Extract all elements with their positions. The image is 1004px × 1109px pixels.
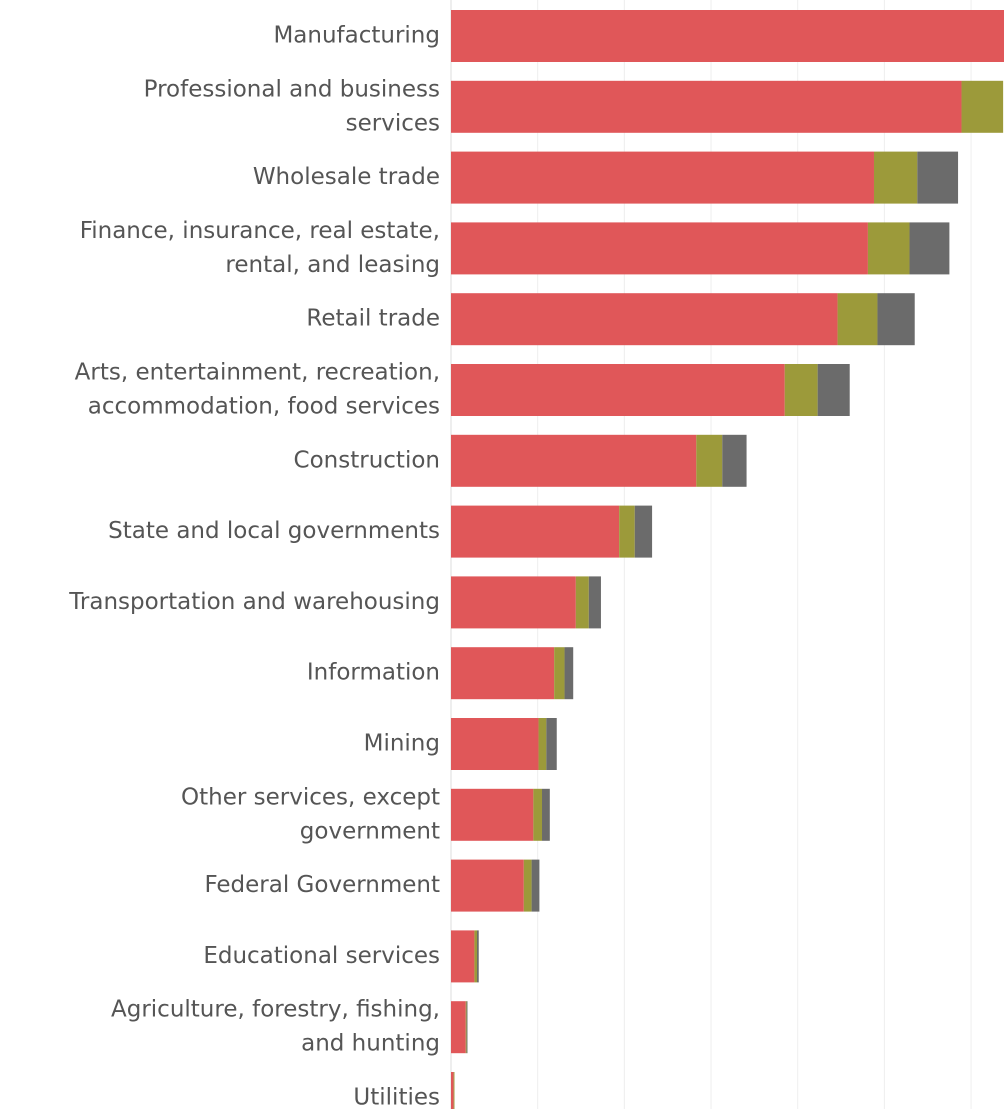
bar-segment <box>451 364 785 416</box>
bar-segment <box>451 10 1004 62</box>
bar-segment <box>451 647 555 700</box>
bar-segment <box>451 505 620 558</box>
y-tick-label: Arts, entertainment, recreation, <box>75 360 440 386</box>
bar-segment <box>451 434 697 487</box>
bar-segment <box>784 364 818 416</box>
y-tick-label: Finance, insurance, real estate, <box>80 218 440 244</box>
bar-segment <box>533 788 543 841</box>
y-tick-label: Construction <box>294 447 440 473</box>
y-tick-label: and hunting <box>301 1031 440 1057</box>
bar-segment <box>531 859 540 912</box>
y-tick-label: Utilities <box>353 1085 440 1109</box>
bar-segment <box>451 930 475 983</box>
bar-segment <box>451 576 576 629</box>
bar-segment <box>619 505 635 558</box>
bar-segment <box>817 364 850 416</box>
bar-segment <box>917 151 959 204</box>
y-tick-label: accommodation, food services <box>88 394 440 420</box>
bar-segment <box>575 576 589 629</box>
y-tick-label: Mining <box>364 731 440 757</box>
bar-segment <box>909 222 950 275</box>
y-tick-label: Information <box>307 660 440 686</box>
bar-segment <box>466 1001 468 1054</box>
y-tick-label: services <box>346 110 440 136</box>
bar-segment <box>451 788 534 841</box>
bar-segment <box>877 293 915 346</box>
bar-segment <box>451 1072 454 1109</box>
bar-segment <box>542 788 550 841</box>
bar-segment <box>961 80 1004 133</box>
y-tick-label: Other services, except <box>181 784 440 810</box>
bar-segment <box>696 434 723 487</box>
bar-segment <box>451 80 962 133</box>
y-tick-label: government <box>300 818 440 844</box>
bar-segment <box>564 647 574 700</box>
bar-segment <box>546 718 557 770</box>
bar-segment <box>538 718 547 770</box>
bar-segment <box>873 151 918 204</box>
bar-segment <box>453 1072 455 1109</box>
bar-segment <box>554 647 565 700</box>
bar-segment <box>465 1001 467 1054</box>
bar-segment <box>451 1001 466 1054</box>
y-tick-label: Wholesale trade <box>253 164 440 190</box>
bar-segment <box>477 930 479 983</box>
y-tick-label: Retail trade <box>306 306 440 332</box>
bar-segment <box>867 222 910 275</box>
bar-segment <box>451 293 838 346</box>
y-tick-label: Professional and business <box>144 76 440 102</box>
bar-segment <box>634 505 653 558</box>
y-tick-label: Federal Government <box>204 872 440 898</box>
bar-segment <box>523 859 532 912</box>
y-tick-label: Transportation and warehousing <box>68 589 440 615</box>
y-tick-label: rental, and leasing <box>225 252 440 278</box>
bar-segment <box>722 434 747 487</box>
bar-segment <box>451 859 524 912</box>
y-tick-label: Agriculture, forestry, fishing, <box>111 997 440 1023</box>
bar-segment <box>588 576 601 629</box>
bar-segment <box>451 718 539 770</box>
y-tick-label: Educational services <box>203 943 440 969</box>
y-tick-label: State and local governments <box>108 518 440 544</box>
bar-segment <box>474 930 478 983</box>
bar-segment <box>837 293 878 346</box>
y-tick-label: Manufacturing <box>273 23 440 49</box>
bar-segment <box>451 151 874 204</box>
bar-segment <box>451 222 868 275</box>
